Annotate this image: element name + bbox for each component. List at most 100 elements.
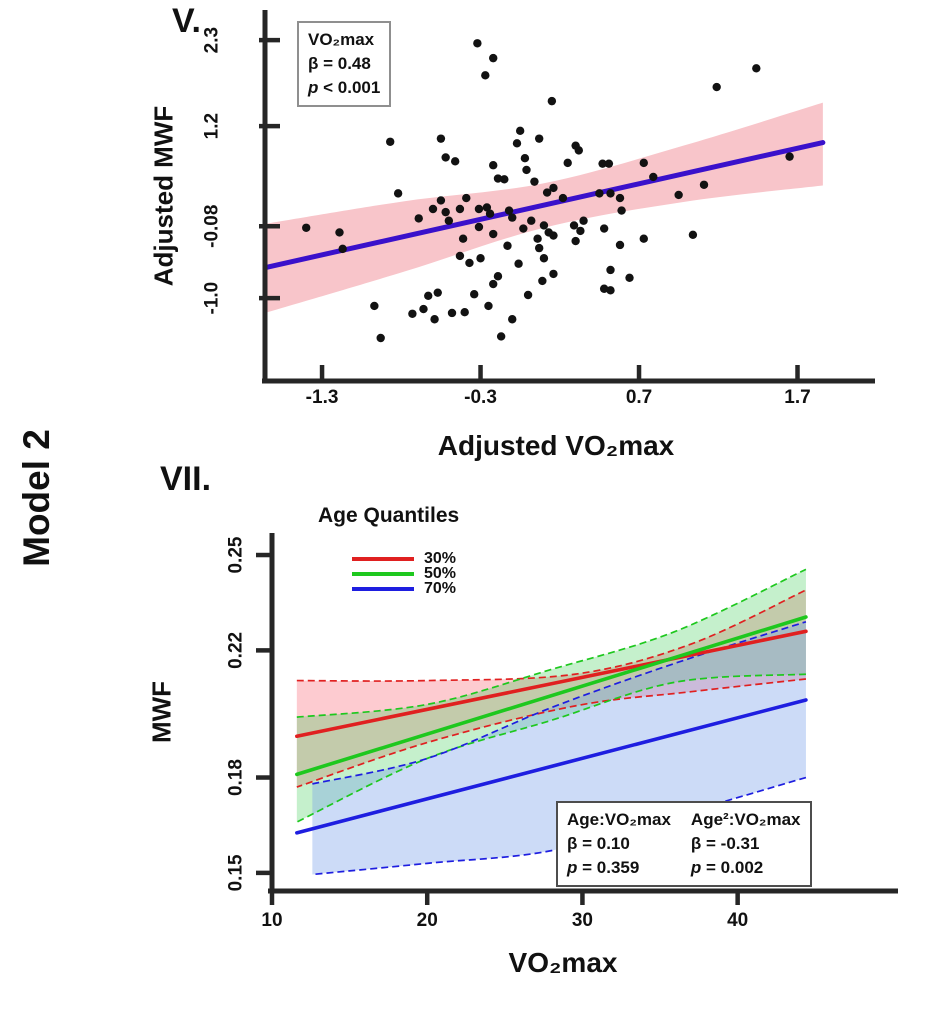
panel-v-label: V. (172, 2, 202, 40)
fit-line-50% (295, 615, 808, 777)
p-value: = 0.359 (577, 858, 640, 878)
scatter-point (338, 244, 347, 254)
scatter-point (489, 279, 498, 289)
legend-label-70: 70% (424, 580, 457, 597)
scatter-point (508, 213, 517, 222)
bottom-y-tick-label: 0.22 (226, 632, 247, 669)
scatter-point (508, 315, 517, 324)
bottom-stats-col1: Age:VO₂max β = 0.10 p = 0.359 (567, 808, 671, 880)
scatter-point (504, 206, 514, 215)
scatter-point (493, 272, 503, 281)
scatter-point (520, 153, 530, 163)
confidence-band-30% (296, 589, 806, 788)
fit-line-30% (295, 629, 808, 739)
top-stats-term: VO₂max (308, 30, 375, 49)
scatter-point (474, 222, 484, 232)
scatter-point (419, 304, 428, 314)
scatter-point (484, 301, 493, 311)
scatter-point (458, 234, 468, 243)
bottom-x-tick-label: 10 (261, 910, 282, 931)
legend-line-50-icon (352, 572, 414, 576)
scatter-point (485, 209, 495, 218)
p-value: = 0.002 (701, 858, 764, 878)
scatter-point (599, 284, 609, 293)
top-y-tick-label: 1.2 (202, 113, 223, 139)
top-stats-box: VO₂max β = 0.48 p < 0.001 (297, 21, 392, 108)
scatter-point (533, 234, 542, 243)
scatter-point (514, 259, 523, 268)
scatter-point (542, 188, 552, 197)
scatter-point (462, 193, 471, 203)
scatter-point (579, 216, 588, 225)
scatter-point (563, 158, 572, 168)
scatter-point (785, 152, 794, 161)
scatter-point (598, 159, 607, 168)
scatter-point (465, 258, 474, 268)
scatter-point (617, 206, 626, 215)
scatter-point (534, 134, 544, 143)
band-lower-edge-30% (296, 678, 807, 788)
scatter-point (455, 251, 465, 261)
interaction-p-2: p = 0.002 (691, 856, 801, 880)
scatter-point (470, 290, 479, 299)
scatter-point (428, 204, 438, 214)
bottom-stats-col2: Age²:VO₂max β = -0.31 p = 0.002 (691, 808, 801, 880)
scatter-point (712, 82, 721, 92)
band-lower-edge-50% (296, 673, 806, 823)
scatter-point (534, 243, 544, 253)
model-row-label: Model 2 (16, 429, 57, 567)
fit-line-70% (295, 698, 808, 835)
scatter-point (370, 301, 379, 311)
scatter-point (571, 236, 580, 246)
scatter-point (441, 153, 450, 162)
top-y-tick-label: -0.08 (202, 205, 223, 248)
scatter-point (639, 234, 648, 243)
scatter-point (474, 204, 484, 214)
scatter-point (538, 276, 547, 286)
legend-label-30: 30% (424, 550, 457, 567)
scatter-point (476, 254, 485, 263)
bottom-y-tick-label: 0.15 (226, 854, 247, 891)
top-x-tick-label: 0.7 (626, 387, 652, 408)
scatter-point (500, 175, 509, 184)
scatter-point (302, 223, 311, 232)
scatter-point (393, 189, 403, 198)
legend-line-30-icon (352, 557, 414, 561)
scatter-point (436, 134, 446, 143)
scatter-point (519, 224, 528, 233)
top-x-tick-label: 1.7 (784, 387, 810, 408)
scatter-point (523, 290, 533, 300)
scatter-point (335, 228, 344, 237)
scatter-point (558, 193, 568, 203)
top-stats-p: p < 0.001 (308, 76, 380, 100)
scatter-point (539, 254, 549, 263)
bottom-stats-box: Age:VO₂max β = 0.10 p = 0.359 Age²:VO₂ma… (556, 801, 812, 888)
scatter-point (414, 214, 423, 223)
scatter-point (433, 288, 442, 297)
scatter-point (574, 146, 584, 155)
scatter-point (549, 231, 558, 240)
bottom-x-tick-label: 20 (417, 910, 438, 931)
scatter-point (530, 177, 539, 186)
scatter-point (489, 161, 498, 170)
top-stats-p-value: < 0.001 (318, 78, 381, 98)
legend-title: Age Quantiles (318, 504, 460, 527)
scatter-point (688, 230, 698, 240)
scatter-point (649, 172, 658, 182)
scatter-point (606, 265, 615, 275)
scatter-point (606, 286, 615, 295)
scatter-point (424, 291, 433, 300)
scatter-point (408, 309, 417, 318)
top-stats-p-symbol: p (308, 78, 319, 98)
scatter-point (674, 190, 683, 200)
scatter-point (604, 159, 614, 168)
scatter-point (569, 221, 579, 230)
scatter-point (576, 226, 585, 236)
scatter-point (481, 71, 490, 80)
scatter-point (441, 207, 450, 217)
regression-line (262, 140, 826, 271)
scatter-point (549, 269, 558, 279)
scatter-point (615, 193, 625, 203)
scatter-point (455, 204, 465, 214)
